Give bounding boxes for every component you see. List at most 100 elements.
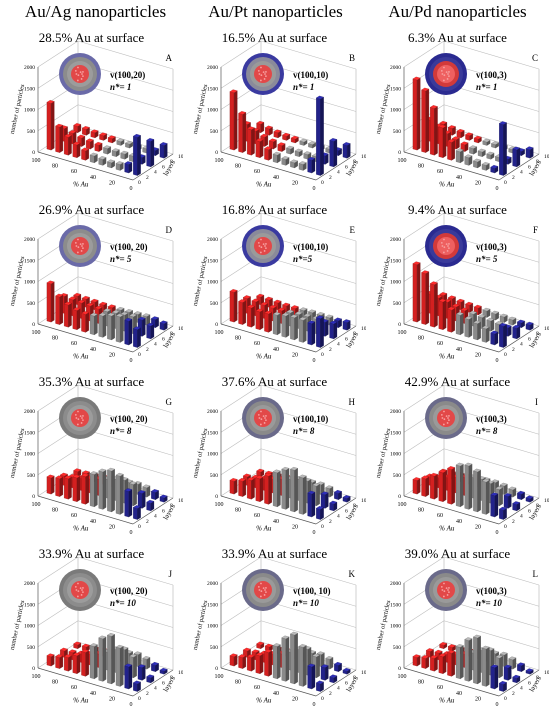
back-walls bbox=[37, 556, 174, 697]
x-axis-line bbox=[37, 667, 134, 697]
bar-side bbox=[133, 482, 137, 507]
bar-top bbox=[315, 315, 324, 319]
bar-top bbox=[255, 475, 264, 479]
bar bbox=[320, 493, 326, 509]
bar-top bbox=[146, 674, 155, 678]
nanoparticle-dot bbox=[442, 423, 445, 426]
bar-top bbox=[132, 134, 141, 138]
bar-top bbox=[124, 663, 133, 668]
panel-i: 42.9% Au at surface 0 500 1000 1500 2000 numbe… bbox=[366, 374, 549, 554]
nanoparticle-dot bbox=[264, 73, 266, 75]
bar bbox=[281, 314, 287, 338]
bar-top bbox=[125, 140, 134, 145]
bar-side bbox=[325, 665, 329, 681]
z-tick-label: 500 bbox=[393, 301, 402, 307]
nanoparticle-dot bbox=[259, 423, 262, 426]
bar-top bbox=[508, 656, 517, 660]
nanoparticle-dot bbox=[443, 66, 445, 69]
bar-top bbox=[329, 320, 338, 325]
bar-top bbox=[55, 293, 64, 298]
bar bbox=[229, 480, 235, 495]
x-tick-label: 60 bbox=[254, 513, 260, 519]
bar-top bbox=[455, 311, 464, 316]
bar-top bbox=[499, 313, 508, 318]
bar bbox=[98, 637, 104, 682]
bar-top bbox=[320, 664, 329, 668]
x-tick-label: 40 bbox=[456, 347, 462, 353]
bar-top bbox=[342, 667, 351, 672]
bar bbox=[272, 645, 278, 680]
y-axis-label: layers bbox=[162, 503, 177, 522]
bar-top bbox=[142, 656, 151, 660]
bar bbox=[412, 656, 418, 667]
y-tick-label: 0 bbox=[138, 352, 141, 358]
z-tick-label: 0 bbox=[32, 666, 35, 672]
x-tick-label: 0 bbox=[313, 702, 316, 708]
bar bbox=[115, 474, 121, 515]
x-axis-label: % Au bbox=[256, 181, 272, 189]
gridline bbox=[260, 384, 357, 414]
bar-side bbox=[303, 475, 307, 515]
bar-top bbox=[282, 302, 291, 307]
nanoparticle-dot bbox=[448, 415, 450, 417]
bar-top bbox=[115, 472, 124, 477]
v-label: v(100, 10) bbox=[293, 586, 331, 596]
bar-top bbox=[290, 305, 299, 309]
bar-side bbox=[508, 665, 512, 681]
y-tick-label: 2 bbox=[146, 691, 149, 697]
bar-top bbox=[498, 506, 507, 511]
nanoparticle-dot bbox=[77, 582, 79, 585]
bar-side bbox=[242, 300, 247, 325]
x-tick-label: 40 bbox=[273, 691, 279, 697]
bar-top bbox=[120, 311, 129, 316]
bar-top bbox=[316, 312, 325, 316]
bar-top bbox=[63, 654, 72, 658]
bar-top bbox=[312, 653, 321, 658]
x-tick-label: 0 bbox=[496, 530, 499, 536]
y-tick-label: 0 bbox=[138, 696, 141, 702]
bar-top bbox=[421, 655, 430, 659]
bar-top bbox=[55, 475, 64, 479]
y-tick-label: 0 bbox=[504, 352, 507, 358]
bar bbox=[133, 328, 138, 348]
gridline bbox=[37, 620, 79, 648]
bar-top bbox=[281, 156, 290, 160]
bar-top bbox=[481, 645, 490, 650]
bar-top bbox=[429, 472, 438, 477]
bar-top bbox=[146, 138, 155, 142]
bar bbox=[133, 682, 138, 692]
bar bbox=[229, 91, 235, 151]
bar bbox=[247, 656, 252, 672]
bar-side bbox=[442, 470, 447, 503]
nanoparticle-dot bbox=[447, 245, 449, 247]
nanoparticle-dot bbox=[75, 245, 78, 247]
y-axis-label: layers bbox=[528, 159, 543, 178]
bar-side bbox=[251, 127, 255, 156]
gridline bbox=[77, 276, 174, 306]
bar-top bbox=[439, 642, 448, 646]
nanoparticle-dot bbox=[264, 589, 266, 591]
bar-top bbox=[421, 270, 430, 274]
panel-letter: A bbox=[166, 53, 173, 63]
bar-top bbox=[491, 310, 500, 315]
bar-top bbox=[329, 674, 338, 678]
z-tick-label: 0 bbox=[215, 494, 218, 500]
gridline bbox=[260, 276, 357, 306]
y-tick-label: 8 bbox=[170, 331, 173, 337]
bar-top bbox=[490, 165, 499, 169]
x-tick-label: 80 bbox=[235, 508, 241, 514]
bar-top bbox=[469, 145, 478, 149]
bar-side bbox=[508, 494, 512, 509]
x-tick-label: 80 bbox=[52, 680, 58, 686]
bar-top bbox=[464, 154, 473, 158]
bar bbox=[255, 477, 261, 502]
bar-top bbox=[55, 123, 64, 128]
bar-top bbox=[159, 142, 168, 146]
bar-top bbox=[447, 466, 456, 470]
surface-percentage: 6.3% Au at surface bbox=[408, 30, 507, 45]
bar bbox=[447, 141, 452, 161]
panel-letter: L bbox=[533, 569, 539, 579]
bar bbox=[264, 148, 269, 161]
z-tick-label: 500 bbox=[393, 645, 402, 651]
z-tick-label: 2000 bbox=[390, 65, 401, 71]
